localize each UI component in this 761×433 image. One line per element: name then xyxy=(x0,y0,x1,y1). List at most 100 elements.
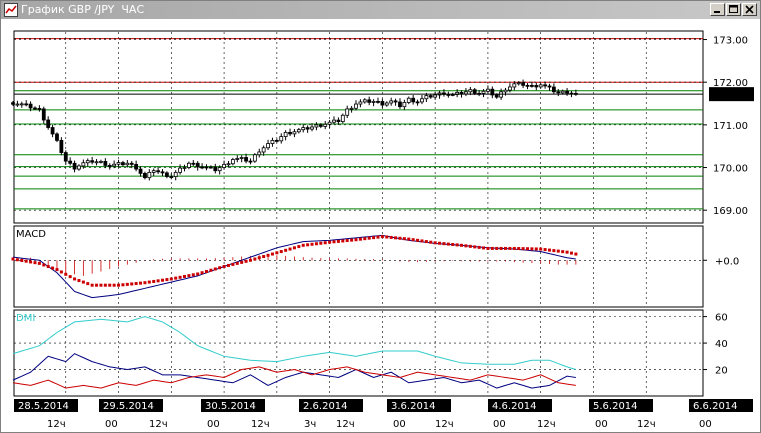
candle-body xyxy=(534,85,539,88)
candle-body xyxy=(336,119,341,123)
candle-body xyxy=(252,154,257,162)
macd-signal-point xyxy=(534,247,538,251)
macd-signal-point xyxy=(451,242,455,246)
hour-label: 00 xyxy=(207,419,220,430)
date-label-box xyxy=(689,399,753,412)
macd-signal-point xyxy=(350,238,354,242)
candle-body xyxy=(503,89,508,93)
macd-signal-point xyxy=(134,282,138,286)
candle-body xyxy=(116,162,121,165)
macd-signal-point xyxy=(231,262,235,266)
title-bar[interactable]: График GBP /JPY ЧАС xyxy=(1,1,760,19)
candle-body xyxy=(398,101,402,108)
candle-body xyxy=(63,152,68,162)
candle-body xyxy=(37,108,42,110)
macd-signal-point xyxy=(288,247,292,251)
macd-signal-point xyxy=(376,235,380,239)
macd-signal-point xyxy=(297,245,301,249)
macd-signal-point xyxy=(455,243,459,247)
candle-body xyxy=(393,100,398,103)
macd-signal-point xyxy=(121,283,125,287)
candle-body xyxy=(156,170,161,173)
candle-body xyxy=(266,143,270,149)
candle-body xyxy=(529,85,534,87)
candle-body xyxy=(314,124,319,128)
date-label-box xyxy=(488,399,552,412)
macd-signal-point xyxy=(183,274,186,278)
candle-body xyxy=(244,157,248,162)
candle-body xyxy=(28,103,33,109)
candle-body xyxy=(323,123,328,127)
macd-signal-point xyxy=(477,245,481,249)
dmi-minus-di-line xyxy=(12,366,576,389)
macd-signal-point xyxy=(468,244,472,248)
macd-signal-point xyxy=(499,246,503,250)
candle-body xyxy=(270,139,275,144)
macd-signal-point xyxy=(314,242,318,246)
candle-body xyxy=(464,91,468,95)
macd-signal-point xyxy=(284,248,288,252)
macd-signal-point xyxy=(495,246,499,250)
maximize-button[interactable] xyxy=(726,3,741,16)
candle-body xyxy=(547,85,552,88)
candle-body xyxy=(103,160,108,166)
macd-signal-point xyxy=(51,266,55,270)
macd-signal-point xyxy=(482,246,486,250)
candle-body xyxy=(257,151,262,156)
macd-signal-point xyxy=(332,240,336,244)
close-button[interactable] xyxy=(742,3,757,16)
hour-label: 00 xyxy=(105,419,118,430)
candle-body xyxy=(19,103,24,106)
macd-signal-point xyxy=(385,235,389,239)
candle-body xyxy=(384,102,389,106)
chart-area[interactable]: 173.00 172.00 171.00 170.00 169.00 171.72 MA… xyxy=(1,19,760,433)
minimize-button[interactable] xyxy=(710,3,725,16)
candle-body xyxy=(543,84,547,87)
y-tick-label: 20 xyxy=(715,366,728,377)
macd-signal-point xyxy=(165,278,169,282)
macd-signal-point xyxy=(248,258,252,262)
current-price-box xyxy=(709,87,754,102)
candle-body xyxy=(468,89,473,93)
macd-signal-point xyxy=(380,235,384,239)
macd-signal-point xyxy=(398,236,402,240)
macd-signal-point xyxy=(46,265,50,268)
macd-signal-point xyxy=(358,237,362,241)
candle-body xyxy=(424,95,429,100)
macd-signal-point xyxy=(143,281,147,285)
macd-signal-point xyxy=(504,246,508,250)
candle-body xyxy=(551,86,556,93)
candle-body xyxy=(129,162,134,165)
y-tick-label: 169.00 xyxy=(713,206,748,217)
macd-zero-label: +0.0 xyxy=(715,256,739,267)
macd-signal-point xyxy=(178,275,182,279)
macd-signal-point xyxy=(446,242,450,246)
candle-body xyxy=(55,133,59,141)
macd-title: MACD xyxy=(16,229,46,240)
candle-body xyxy=(239,157,244,159)
date-label: 5.6.2014 xyxy=(593,401,638,412)
candle-body xyxy=(415,101,420,104)
date-label-box xyxy=(589,399,653,412)
hour-label: 00 xyxy=(699,419,712,430)
macd-signal-point xyxy=(561,250,565,254)
candle-body xyxy=(490,88,495,96)
candle-body xyxy=(310,126,314,130)
candle-body xyxy=(107,165,112,167)
hour-label: 12ч xyxy=(435,419,454,430)
macd-signal-point xyxy=(42,263,46,267)
macd-signal-point xyxy=(424,240,428,244)
macd-signal-point xyxy=(363,237,367,241)
macd-signal-point xyxy=(33,261,37,265)
candle-body xyxy=(318,124,323,127)
current-price-label: 171.72 xyxy=(713,90,748,101)
macd-signal-point xyxy=(394,236,398,240)
candle-body xyxy=(371,101,376,103)
candle-body xyxy=(169,176,174,178)
date-label-box xyxy=(299,399,363,412)
macd-signal-point xyxy=(460,243,464,247)
candle-body xyxy=(195,162,200,168)
macd-panel: MACD +0.0 xyxy=(11,225,739,308)
candle-body xyxy=(486,88,490,92)
date-label: 3.6.2014 xyxy=(391,401,436,412)
